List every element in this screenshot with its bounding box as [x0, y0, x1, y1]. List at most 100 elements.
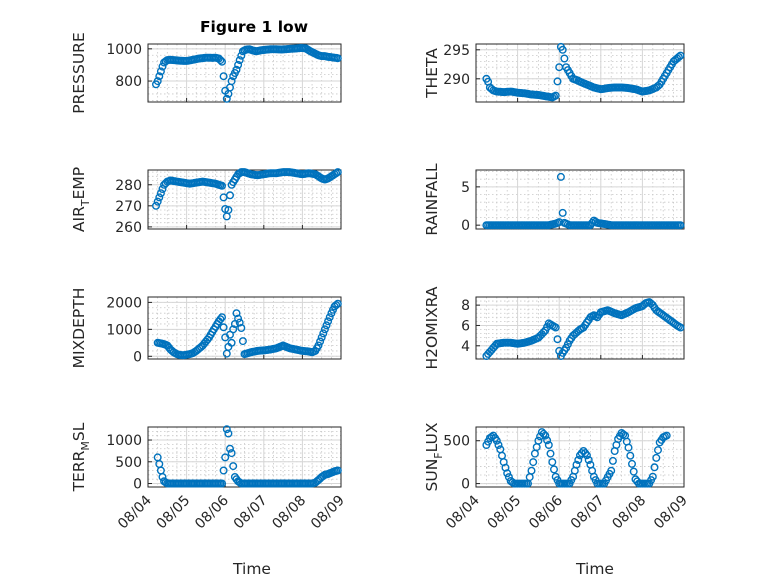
y-tick-label: 500 [115, 455, 142, 471]
y-tick-label: 280 [115, 178, 142, 194]
data-point [153, 197, 162, 206]
data-point [548, 458, 557, 467]
y-tick-label: 0 [461, 477, 470, 493]
y-tick-label: 500 [443, 434, 470, 450]
data-point [229, 462, 238, 471]
data-point [332, 169, 341, 178]
y-tick-label: 2000 [106, 295, 142, 311]
data-point [529, 458, 538, 467]
x-tick-label: 08/09 [308, 493, 348, 533]
y-axis-label: MIXDEPTH [70, 288, 88, 369]
data-point [222, 212, 231, 221]
data-point [582, 451, 591, 460]
data-point [217, 181, 226, 190]
data-point [217, 479, 226, 488]
series-terrmsl [153, 425, 342, 488]
data-point [217, 57, 226, 66]
x-tick-label: 08/09 [651, 493, 691, 533]
data-point [322, 321, 331, 330]
y-tick-label: 260 [115, 220, 142, 236]
data-point [572, 460, 581, 469]
data-point [216, 315, 225, 324]
data-point [525, 473, 534, 482]
data-point [539, 429, 548, 438]
data-point [654, 446, 663, 455]
data-point [155, 193, 164, 202]
data-point [232, 309, 241, 318]
x-tick-label: 08/08 [609, 493, 649, 533]
axes-box [147, 43, 342, 103]
y-tick-label: 295 [443, 43, 470, 59]
data-point [235, 318, 244, 327]
x-tick-label: 08/04 [443, 492, 483, 532]
data-point [221, 453, 230, 462]
data-point [574, 456, 583, 465]
data-point [629, 467, 638, 476]
series-pressure [151, 44, 342, 103]
data-point [319, 329, 328, 338]
data-point [556, 172, 565, 181]
data-point [237, 324, 246, 333]
y-tick-label: 0 [133, 477, 142, 493]
data-point [333, 168, 342, 177]
data-point [560, 54, 569, 63]
x-tick-label: 08/07 [231, 493, 271, 533]
series-airtemp [151, 168, 342, 221]
series-theta [482, 42, 685, 102]
data-point [494, 441, 503, 450]
data-point [650, 463, 659, 472]
y-tick-label: 0 [461, 218, 470, 234]
data-point [235, 56, 244, 65]
data-point [324, 317, 333, 326]
data-point [316, 337, 325, 346]
data-point [541, 431, 550, 440]
data-point [530, 449, 539, 458]
data-point [546, 449, 555, 458]
data-point [584, 456, 593, 465]
data-point [498, 451, 507, 460]
data-point [558, 45, 567, 54]
data-point [222, 425, 231, 434]
x-tick-label: 08/07 [568, 493, 608, 533]
panel-rainfall: 0 5 RAINFALL [423, 163, 685, 236]
data-point [662, 431, 671, 440]
data-point [227, 77, 236, 86]
series-mixdepth [153, 299, 342, 360]
data-point [156, 67, 165, 76]
data-point [314, 341, 323, 350]
y-axis-label: THETA [423, 48, 441, 99]
y-tick-label: 4 [461, 339, 470, 355]
data-point [227, 449, 236, 458]
data-point [676, 221, 685, 230]
y-tick-label: 270 [115, 199, 142, 215]
data-point [503, 469, 512, 478]
y-tick-label: 1000 [106, 433, 142, 449]
data-point [216, 56, 225, 65]
y-axis-label: AIRTEMP [70, 167, 92, 232]
data-point [158, 184, 167, 193]
y-tick-label: 800 [115, 74, 142, 90]
data-point [527, 466, 536, 475]
x-tick-label: 08/06 [526, 492, 566, 532]
data-point [648, 472, 657, 481]
data-point [539, 328, 548, 337]
axes-box [475, 43, 685, 103]
data-point [534, 436, 543, 445]
data-point [219, 323, 228, 332]
y-tick-label: 0 [133, 349, 142, 365]
data-point [676, 51, 685, 60]
data-point [153, 77, 162, 86]
data-point [674, 53, 683, 62]
data-point [224, 205, 233, 214]
y-axis-label: TERRMSL [70, 422, 92, 492]
axes-box [147, 296, 342, 360]
data-point [229, 325, 238, 334]
y-axis-label: H2OMIXRA [423, 286, 441, 369]
data-point [234, 314, 243, 323]
data-point [238, 337, 247, 346]
x-tick-label: 08/05 [154, 493, 194, 533]
series-h2omixra [482, 298, 685, 361]
series-rainfall [482, 172, 685, 230]
